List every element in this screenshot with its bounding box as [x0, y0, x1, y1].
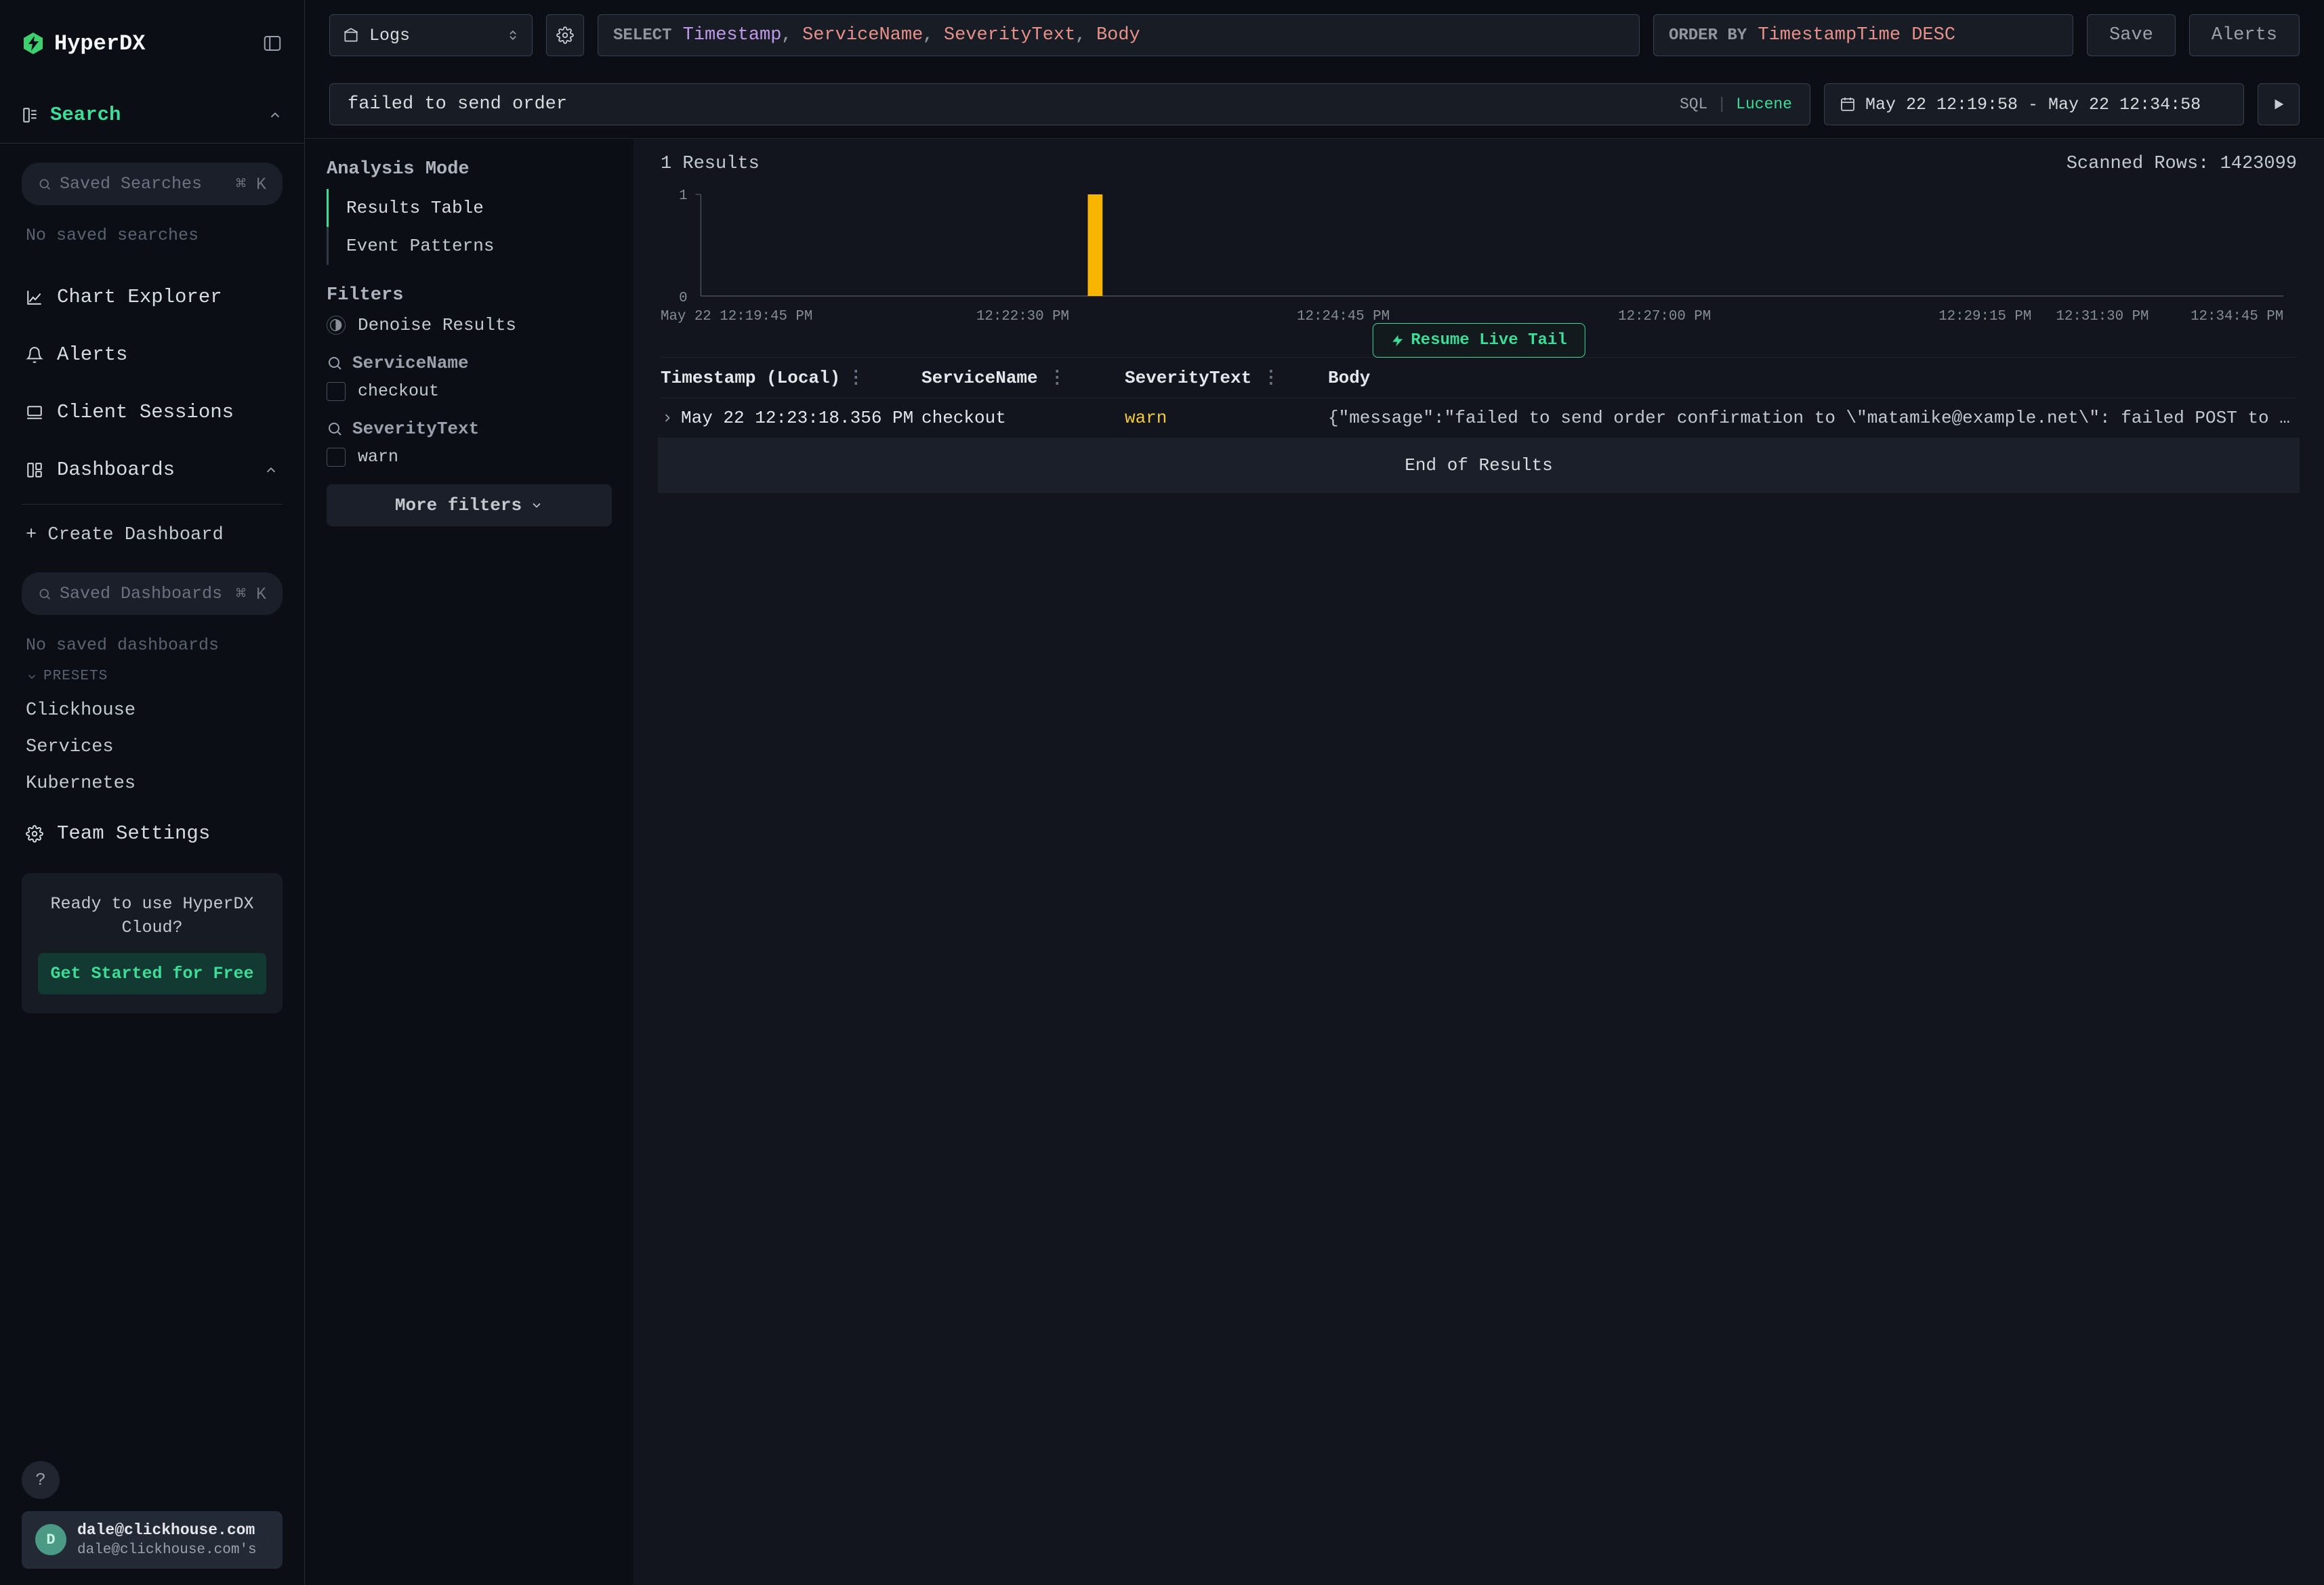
svg-text:0: 0 [679, 291, 687, 306]
svg-text:May 22 12:19:45 PM: May 22 12:19:45 PM [661, 309, 812, 324]
svg-text:1: 1 [679, 188, 687, 204]
svg-text:12:27:00 PM: 12:27:00 PM [1618, 309, 1711, 324]
svg-text:12:31:30 PM: 12:31:30 PM [2056, 309, 2149, 324]
svg-text:12:22:30 PM: 12:22:30 PM [976, 309, 1069, 324]
svg-text:12:29:15 PM: 12:29:15 PM [1938, 309, 2031, 324]
svg-text:12:24:45 PM: 12:24:45 PM [1297, 309, 1390, 324]
svg-text:12:34:45 PM: 12:34:45 PM [2191, 309, 2283, 324]
